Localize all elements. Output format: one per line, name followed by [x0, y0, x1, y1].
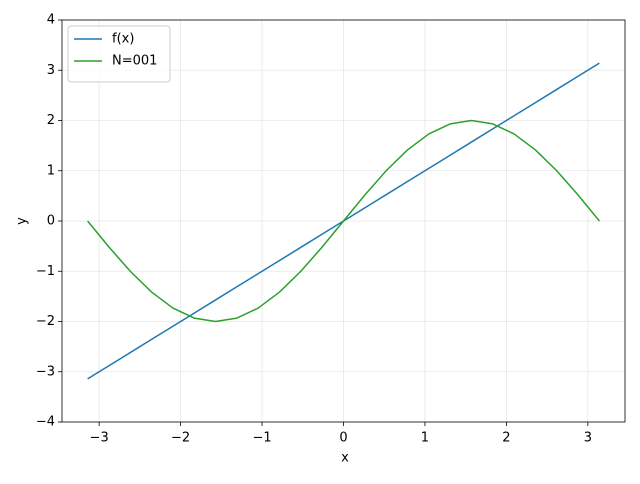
x-tick-label: 3	[584, 431, 592, 446]
y-tick-label: −3	[36, 364, 55, 379]
y-axis-label: y	[15, 217, 30, 225]
y-tick-label: 1	[47, 163, 55, 178]
y-tick-label: −2	[36, 314, 55, 329]
x-tick-label: −3	[90, 431, 109, 446]
x-tick-label: 2	[502, 431, 510, 446]
x-tick-label: −1	[252, 431, 271, 446]
x-tick-label: −2	[171, 431, 190, 446]
plot-frame	[61, 19, 626, 423]
legend-label: N=001	[112, 54, 157, 69]
y-tick-label: −1	[36, 264, 55, 279]
y-tick-label: 4	[47, 13, 55, 28]
y-tick-label: 2	[47, 113, 55, 128]
x-axis-label: x	[341, 451, 349, 466]
y-tick-label: 0	[47, 214, 55, 229]
x-tick-label: 1	[421, 431, 429, 446]
y-tick-label: 3	[47, 63, 55, 78]
y-tick-label: −4	[36, 415, 55, 430]
x-tick-label: 0	[339, 431, 347, 446]
line-series	[87, 119, 600, 323]
legend-box	[67, 25, 171, 83]
legend-label: f(x)	[112, 32, 134, 47]
